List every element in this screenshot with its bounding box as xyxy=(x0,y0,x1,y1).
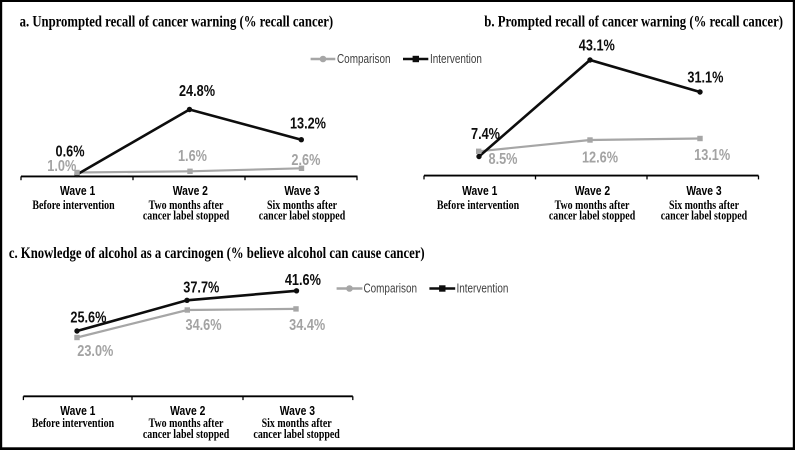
svg-text:1.6%: 1.6% xyxy=(178,148,207,166)
svg-text:cancer label stopped: cancer label stopped xyxy=(143,210,230,223)
svg-text:Wave 2: Wave 2 xyxy=(173,184,209,198)
svg-text:Before intervention: Before intervention xyxy=(437,199,520,212)
svg-text:Before intervention: Before intervention xyxy=(32,417,115,430)
svg-text:Six months after: Six months after xyxy=(669,199,739,212)
svg-text:cancer label stopped: cancer label stopped xyxy=(259,210,346,223)
svg-text:Six months after: Six months after xyxy=(262,417,332,430)
svg-text:31.1%: 31.1% xyxy=(687,69,723,87)
svg-text:13.2%: 13.2% xyxy=(290,115,326,133)
svg-text:Intervention: Intervention xyxy=(456,283,508,296)
svg-text:Two months after: Two months after xyxy=(149,199,224,212)
svg-text:43.1%: 43.1% xyxy=(579,37,615,55)
svg-text:13.1%: 13.1% xyxy=(694,147,730,165)
svg-text:cancer label stopped: cancer label stopped xyxy=(253,428,340,441)
svg-text:Wave 3: Wave 3 xyxy=(686,184,722,198)
svg-text:Intervention: Intervention xyxy=(430,53,482,66)
svg-text:b. Prompted recall of cancer w: b. Prompted recall of cancer warning (% … xyxy=(484,13,783,31)
svg-text:Wave 1: Wave 1 xyxy=(462,184,498,198)
svg-text:Wave 3: Wave 3 xyxy=(280,404,316,418)
svg-text:1.0%: 1.0% xyxy=(47,158,76,176)
svg-text:23.0%: 23.0% xyxy=(77,343,113,361)
svg-text:a. Unprompted recall of cancer: a. Unprompted recall of cancer warning (… xyxy=(20,13,334,31)
svg-text:Comparison: Comparison xyxy=(337,53,391,66)
svg-text:Two months after: Two months after xyxy=(149,417,224,430)
svg-text:cancer label stopped: cancer label stopped xyxy=(549,210,636,223)
svg-text:cancer label stopped: cancer label stopped xyxy=(661,210,748,223)
svg-text:41.6%: 41.6% xyxy=(285,272,321,290)
svg-text:c. Knowledge of alcohol as a c: c. Knowledge of alcohol as a carcinogen … xyxy=(9,245,425,263)
svg-text:Before intervention: Before intervention xyxy=(32,199,115,212)
svg-text:37.7%: 37.7% xyxy=(183,279,219,297)
svg-text:7.4%: 7.4% xyxy=(471,126,500,144)
svg-text:12.6%: 12.6% xyxy=(582,149,618,167)
svg-text:25.6%: 25.6% xyxy=(70,309,106,327)
svg-text:34.6%: 34.6% xyxy=(186,317,222,335)
svg-text:Wave 1: Wave 1 xyxy=(60,184,96,198)
svg-text:Wave 3: Wave 3 xyxy=(284,184,320,198)
svg-text:0.6%: 0.6% xyxy=(56,143,85,161)
svg-text:8.5%: 8.5% xyxy=(489,151,518,169)
svg-text:2.6%: 2.6% xyxy=(291,152,320,170)
svg-text:cancer label stopped: cancer label stopped xyxy=(143,428,230,441)
svg-text:24.8%: 24.8% xyxy=(179,83,215,101)
svg-text:Wave 1: Wave 1 xyxy=(60,404,96,418)
svg-text:Wave 2: Wave 2 xyxy=(575,184,611,198)
svg-text:Comparison: Comparison xyxy=(363,283,417,296)
svg-text:Six months after: Six months after xyxy=(267,199,337,212)
svg-text:34.4%: 34.4% xyxy=(289,317,325,335)
svg-text:Wave 2: Wave 2 xyxy=(170,404,206,418)
svg-text:Two months after: Two months after xyxy=(555,199,630,212)
